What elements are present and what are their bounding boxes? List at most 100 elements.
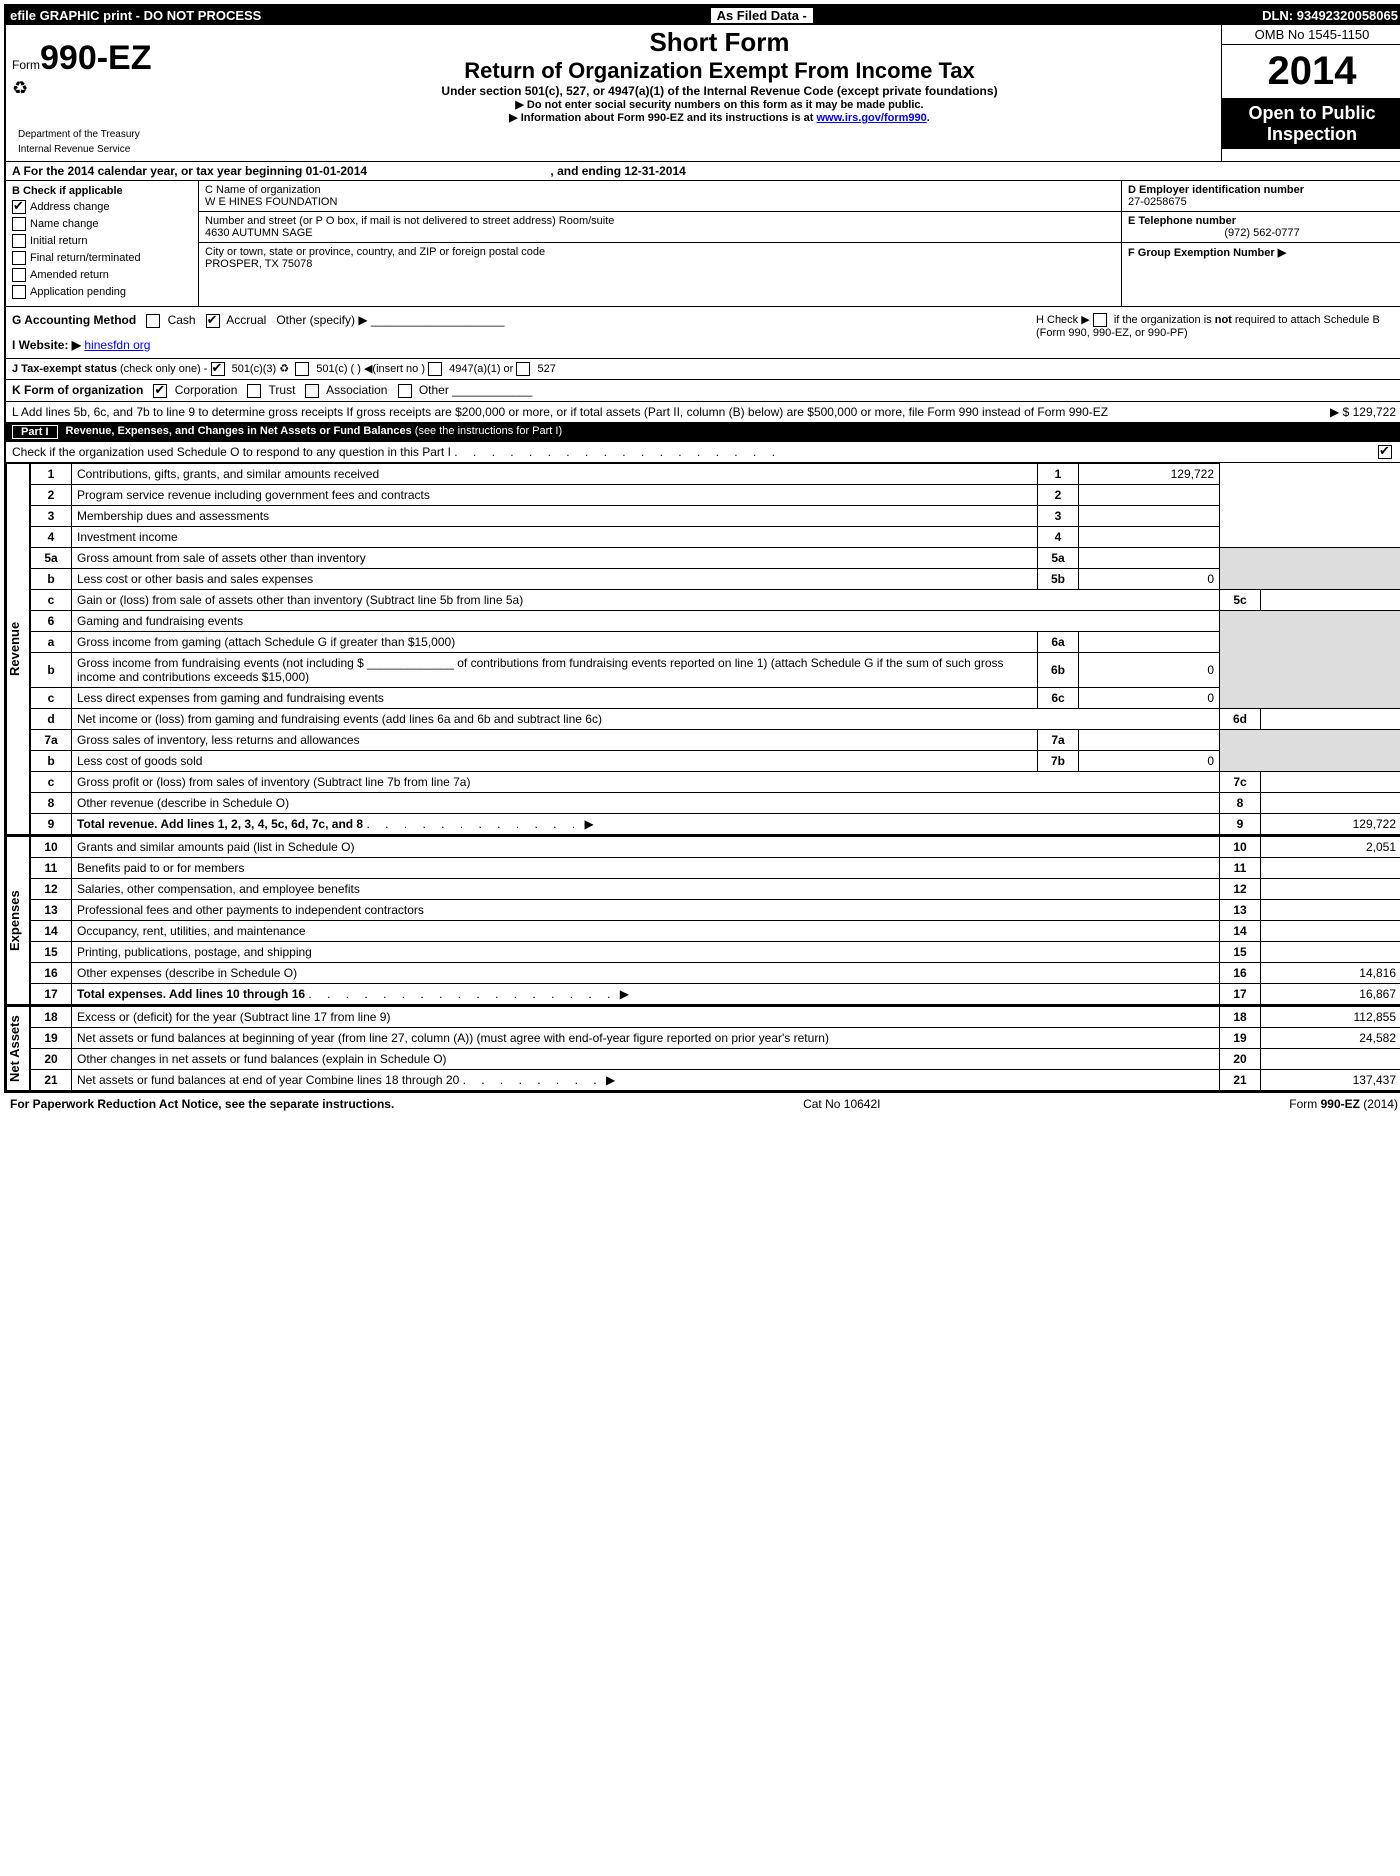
box-j-sub: (check only one) -: [120, 363, 207, 375]
line-11-val: [1261, 857, 1400, 878]
line-7c-text: Gross profit or (loss) from sales of inv…: [72, 771, 1220, 792]
box-i-label: I Website: ▶: [12, 338, 81, 352]
line-4-text: Investment income: [72, 526, 1038, 547]
g-h-block: G Accounting Method Cash Accrual Other (…: [6, 306, 1400, 358]
checkbox-assoc[interactable]: [305, 384, 319, 398]
label-other-org: Other: [419, 383, 449, 397]
checkbox-501c[interactable]: [295, 362, 309, 376]
checkbox-initial-return[interactable]: [12, 234, 26, 248]
gross-receipts: 129,722: [1353, 405, 1396, 419]
line-20-val: [1261, 1048, 1400, 1069]
checkbox-address-change[interactable]: [12, 200, 26, 214]
line-11-num: 11: [31, 857, 72, 878]
irs-link[interactable]: www.irs.gov/form990: [817, 112, 927, 124]
part-1-header: Part I Revenue, Expenses, and Changes in…: [6, 422, 1400, 442]
checkbox-other-org[interactable]: [398, 384, 412, 398]
label-initial-return: Initial return: [30, 235, 87, 247]
checkbox-527[interactable]: [516, 362, 530, 376]
revenue-table: 1Contributions, gifts, grants, and simil…: [30, 463, 1400, 835]
street-value: 4630 AUTUMN SAGE: [205, 227, 313, 239]
line-5a-ibox: 5a: [1038, 547, 1079, 568]
line-6b-num: b: [31, 652, 72, 687]
line-6b-ibox: 6b: [1038, 652, 1079, 687]
line-5a-num: 5a: [31, 547, 72, 568]
form-prefix: Form: [12, 58, 40, 72]
form-container: efile GRAPHIC print - DO NOT PROCESS As …: [4, 4, 1400, 1093]
footer-right-post: (2014): [1360, 1097, 1398, 1111]
line-18-num: 18: [31, 1006, 72, 1027]
line-6d-val: [1261, 708, 1400, 729]
footer-right-pre: Form: [1289, 1097, 1320, 1111]
line-3-val: [1079, 505, 1220, 526]
checkbox-accrual[interactable]: [206, 314, 220, 328]
checkbox-4947[interactable]: [428, 362, 442, 376]
line-19-text: Net assets or fund balances at beginning…: [72, 1027, 1220, 1048]
label-amended: Amended return: [30, 269, 109, 281]
line-10-text: Grants and similar amounts paid (list in…: [72, 836, 1220, 857]
line-7c-val: [1261, 771, 1400, 792]
box-l: L Add lines 5b, 6c, and 7b to line 9 to …: [6, 401, 1400, 422]
line-3-num: 3: [31, 505, 72, 526]
line-4-box: 4: [1038, 526, 1079, 547]
checkbox-final-return[interactable]: [12, 251, 26, 265]
label-accrual: Accrual: [226, 313, 266, 327]
line-13-box: 13: [1220, 899, 1261, 920]
checkbox-trust[interactable]: [247, 384, 261, 398]
box-h-pre: H Check ▶: [1036, 314, 1093, 326]
top-bar: efile GRAPHIC print - DO NOT PROCESS As …: [6, 6, 1400, 25]
box-c-label: C Name of organization: [205, 184, 321, 196]
arrow-line-2: ▶ Information about Form 990-EZ and its …: [226, 111, 1213, 124]
line-19-val: 24,582: [1261, 1027, 1400, 1048]
label-trust: Trust: [269, 383, 296, 397]
line-3-box: 3: [1038, 505, 1079, 526]
part-1-check-text: Check if the organization used Schedule …: [12, 445, 451, 459]
line-5a-text: Gross amount from sale of assets other t…: [77, 551, 366, 565]
box-i: I Website: ▶ hinesfdn org: [12, 338, 1036, 352]
line-18-box: 18: [1220, 1006, 1261, 1027]
checkbox-501c3[interactable]: [211, 362, 225, 376]
line-13-text: Professional fees and other payments to …: [72, 899, 1220, 920]
line-6a-num: a: [31, 631, 72, 652]
phone-value: (972) 562-0777: [1128, 227, 1396, 239]
part-1-sub: (see the instructions for Part I): [415, 425, 562, 437]
line-17-num: 17: [31, 983, 72, 1004]
line-5c-val: [1261, 589, 1400, 610]
line-19-box: 19: [1220, 1027, 1261, 1048]
line-6-num: 6: [31, 610, 72, 631]
checkbox-pending[interactable]: [12, 285, 26, 299]
label-501c: 501(c) ( ) ◀(insert no ): [316, 363, 425, 375]
box-d-label: D Employer identification number: [1128, 184, 1304, 196]
line-8-text: Other revenue (describe in Schedule O): [72, 792, 1220, 813]
label-pending: Application pending: [30, 286, 126, 298]
line-8-val: [1261, 792, 1400, 813]
checkbox-cash[interactable]: [146, 314, 160, 328]
line-12-box: 12: [1220, 878, 1261, 899]
label-corp: Corporation: [175, 383, 238, 397]
website-link[interactable]: hinesfdn org: [84, 338, 150, 352]
checkbox-corp[interactable]: [153, 384, 167, 398]
line-4-num: 4: [31, 526, 72, 547]
section-b: B Check if applicable Address change Nam…: [6, 180, 1400, 306]
netassets-side-label: Net Assets: [6, 1006, 30, 1091]
line-20-num: 20: [31, 1048, 72, 1069]
checkbox-name-change[interactable]: [12, 217, 26, 231]
line-5b-ibox: 5b: [1038, 568, 1079, 589]
line-17-text: Total expenses. Add lines 10 through 16: [77, 987, 305, 1001]
line-6b-text: Gross income from fundraising events (no…: [72, 652, 1038, 687]
checkbox-amended[interactable]: [12, 268, 26, 282]
header-row: Form990-EZ ♻ Department of the Treasury …: [6, 25, 1400, 161]
line-10-num: 10: [31, 836, 72, 857]
label-527: 527: [537, 363, 555, 375]
label-501c3: 501(c)(3): [232, 363, 277, 375]
line-6c-text: Less direct expenses from gaming and fun…: [72, 687, 1038, 708]
line-14-num: 14: [31, 920, 72, 941]
checkbox-schedule-o[interactable]: [1378, 445, 1392, 459]
checkbox-schedule-b[interactable]: [1093, 313, 1107, 327]
topbar-mid: As Filed Data -: [711, 8, 813, 23]
line-6-text: Gaming and fundraising events: [72, 610, 1220, 631]
line-21-box: 21: [1220, 1069, 1261, 1090]
line-20-box: 20: [1220, 1048, 1261, 1069]
box-g: G Accounting Method Cash Accrual Other (…: [12, 313, 1036, 328]
row-a-mid: , and ending: [550, 164, 624, 178]
box-c: C Name of organization W E HINES FOUNDAT…: [199, 181, 1121, 306]
